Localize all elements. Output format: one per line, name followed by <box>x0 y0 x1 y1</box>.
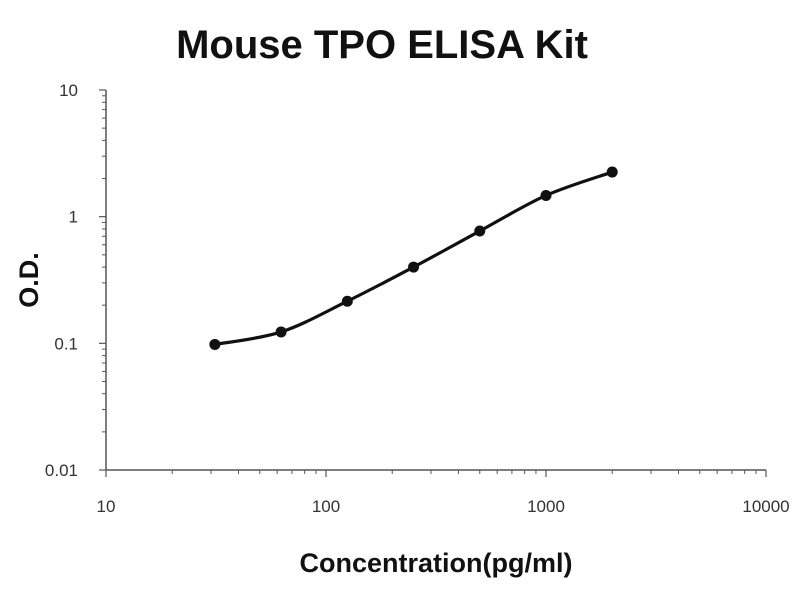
y-tick-label: 0.1 <box>54 334 78 353</box>
fit-curve <box>213 170 614 347</box>
data-point <box>341 295 353 307</box>
x-axis-label: Concentration(pg/ml) <box>300 548 573 578</box>
y-tick-label: 0.01 <box>45 461 78 480</box>
data-point <box>209 338 221 350</box>
chart-title: Mouse TPO ELISA Kit <box>176 23 588 67</box>
data-point <box>540 189 552 201</box>
data-point <box>275 326 287 338</box>
y-axis-label: O.D. <box>14 252 44 308</box>
x-tick-label: 100 <box>312 497 340 516</box>
ticks: 0.01 0.1 1 10 10 100 1000 10000 <box>45 81 790 516</box>
data-point <box>474 225 486 237</box>
plot-area <box>209 166 618 350</box>
y-tick-label: 10 <box>59 81 78 100</box>
axes <box>105 90 766 471</box>
x-tick-label: 10000 <box>742 497 789 516</box>
data-point <box>408 261 420 273</box>
y-tick-label: 1 <box>69 208 78 227</box>
data-point <box>606 166 618 178</box>
x-tick-label: 1000 <box>527 497 565 516</box>
x-tick-label: 10 <box>97 497 116 516</box>
